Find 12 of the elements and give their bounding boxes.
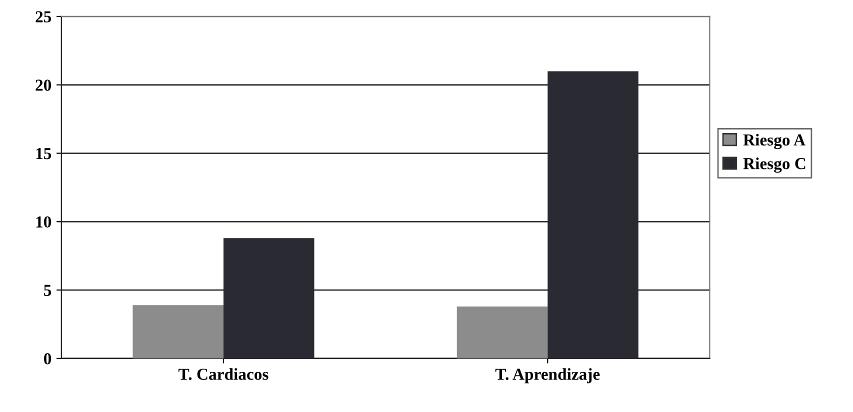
y-tick-label: 10 xyxy=(36,216,52,228)
legend-label: Riesgo C xyxy=(743,158,806,173)
y-tick-label: 15 xyxy=(36,148,52,160)
x-tick-label: T. Cardiacos xyxy=(178,368,268,380)
y-tick-label: 20 xyxy=(36,80,52,91)
bar xyxy=(132,305,224,358)
x-tick-label: T. Aprendizaje xyxy=(495,368,600,384)
bar xyxy=(456,306,548,358)
y-tick-label: 25 xyxy=(36,11,52,22)
y-tick-label: 0 xyxy=(44,353,52,364)
y-tick-label: 5 xyxy=(44,284,52,296)
legend-label: Riesgo A xyxy=(743,134,806,150)
